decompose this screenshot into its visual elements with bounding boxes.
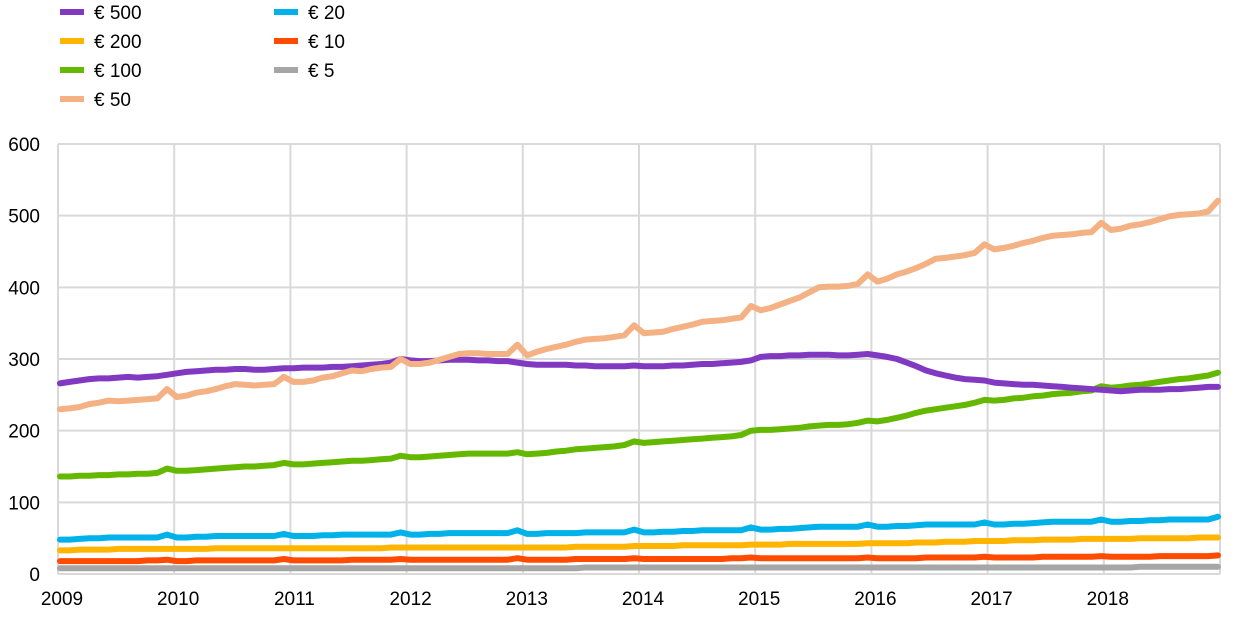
x-tick-label: 2017 — [970, 589, 1012, 610]
y-tick-label: 200 — [8, 422, 40, 443]
series-line-100 — [57, 369, 1221, 480]
x-tick-label: 2014 — [622, 589, 665, 610]
legend-label: € 50 — [94, 90, 131, 111]
y-tick-label: 400 — [8, 278, 40, 299]
x-axis-ticks: 2009 2010 2011 2012 2013 2014 2015 2016 2017 2018 — [41, 589, 1129, 610]
legend-label: € 20 — [308, 3, 345, 24]
legend-label: € 10 — [308, 32, 345, 53]
x-tick-label: 2015 — [738, 589, 780, 610]
y-tick-label: 100 — [8, 493, 40, 514]
y-tick-label: 600 — [8, 135, 40, 156]
x-tick-label: 2010 — [157, 589, 199, 610]
legend-label: € 200 — [94, 32, 142, 53]
y-axis-ticks: 0 100 200 300 400 500 600 — [8, 135, 40, 586]
legend-label: € 500 — [94, 3, 142, 24]
x-tick-label: 2018 — [1087, 589, 1129, 610]
x-tick-label: 2009 — [41, 589, 83, 610]
series-line-200 — [57, 534, 1221, 554]
x-tick-label: 2012 — [389, 589, 431, 610]
gridlines — [57, 143, 1221, 575]
y-tick-label: 300 — [8, 350, 40, 371]
legend-label: € 100 — [94, 61, 142, 82]
series-line-10 — [57, 552, 1221, 565]
y-tick-label: 0 — [29, 565, 40, 586]
series-lines — [57, 197, 1221, 572]
x-tick-label: 2016 — [854, 589, 896, 610]
legend-label: € 5 — [308, 61, 334, 82]
series-line-50 — [57, 197, 1221, 413]
series-line-5 — [57, 563, 1221, 572]
x-tick-label: 2013 — [506, 589, 548, 610]
x-tick-label: 2011 — [274, 589, 315, 610]
legend: € 500 € 200 € 100 € 50 € 20 € 10 € 5 — [60, 3, 345, 111]
y-tick-label: 500 — [8, 207, 40, 228]
series-line-20 — [57, 513, 1221, 543]
series-line-500 — [57, 351, 1221, 395]
